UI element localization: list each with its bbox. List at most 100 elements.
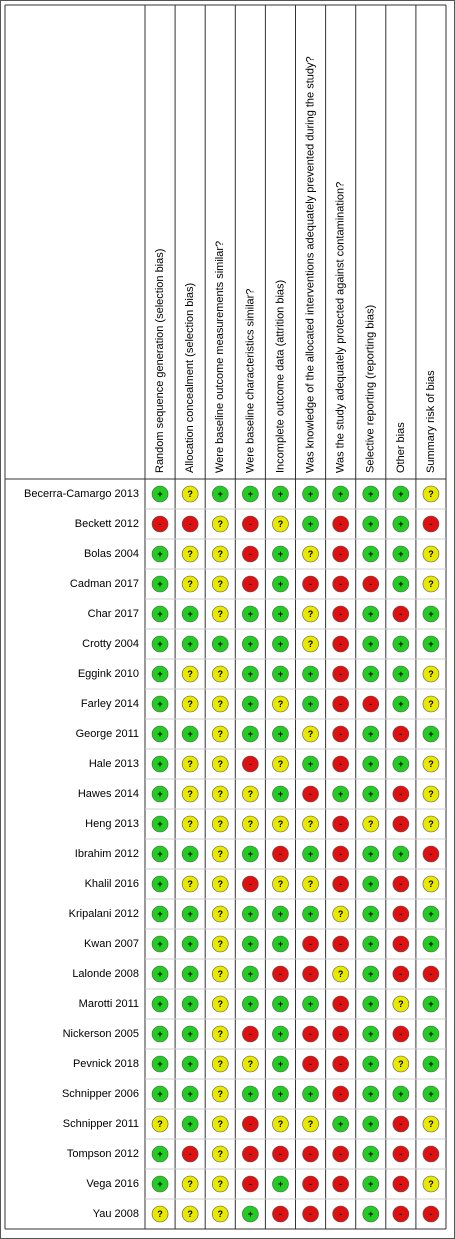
- study-name: Kripalani 2012: [69, 908, 139, 920]
- judgment-dot: [332, 995, 349, 1013]
- judgment-dot: [181, 1115, 199, 1133]
- judgment-symbol: -: [399, 969, 402, 979]
- judgment-symbol: -: [339, 939, 342, 949]
- judgment: +: [151, 575, 169, 593]
- judgment-dot: [392, 635, 410, 653]
- judgment-dot: [272, 1145, 289, 1163]
- judgment-symbol: ?: [278, 699, 284, 709]
- judgment-dot: [211, 845, 229, 863]
- judgment-symbol: ?: [368, 819, 374, 829]
- judgment-dot: [302, 1145, 319, 1163]
- judgment-dot: [272, 575, 289, 593]
- judgment-symbol: +: [188, 1119, 193, 1129]
- judgment-dot: [362, 905, 380, 923]
- judgment-dot: [272, 875, 289, 893]
- judgment: +: [181, 1025, 199, 1043]
- judgment-symbol: +: [428, 939, 433, 949]
- judgment: +: [151, 755, 169, 773]
- judgment-symbol: -: [339, 1089, 342, 1099]
- judgment: +: [392, 515, 410, 533]
- judgment-symbol: +: [308, 1089, 313, 1099]
- judgment-dot: [332, 1145, 349, 1163]
- judgment-dot: [422, 845, 440, 863]
- judgment-symbol: +: [248, 489, 253, 499]
- judgment: +: [362, 965, 380, 983]
- judgment-symbol: +: [368, 669, 373, 679]
- judgment-dot: [392, 1055, 410, 1073]
- judgment-dot: [422, 905, 440, 923]
- judgment-dot: [151, 785, 169, 803]
- judgment-dot: [392, 575, 410, 593]
- judgment: +: [151, 785, 169, 803]
- judgment-symbol: +: [278, 999, 283, 1009]
- judgment-dot: [211, 605, 229, 623]
- judgment-symbol: -: [339, 519, 342, 529]
- judgment: -: [302, 1055, 319, 1073]
- judgment: +: [242, 905, 259, 923]
- judgment-dot: [151, 665, 169, 683]
- judgment: +: [242, 605, 259, 623]
- judgment-symbol: -: [249, 1029, 252, 1039]
- judgment-symbol: ?: [278, 819, 284, 829]
- judgment-symbol: +: [188, 1029, 193, 1039]
- judgment-dot: [302, 665, 319, 683]
- judgment-symbol: +: [157, 909, 162, 919]
- judgment-symbol: -: [189, 519, 192, 529]
- judgment-dot: [211, 935, 229, 953]
- judgment: ?: [422, 575, 440, 593]
- judgment-symbol: +: [368, 849, 373, 859]
- judgment: +: [151, 1175, 169, 1193]
- judgment-symbol: +: [248, 729, 253, 739]
- judgment-symbol: +: [398, 639, 403, 649]
- judgment: -: [272, 845, 289, 863]
- judgment-symbol: +: [278, 549, 283, 559]
- judgment-dot: [151, 485, 169, 503]
- judgment-symbol: -: [339, 699, 342, 709]
- judgment-symbol: -: [399, 819, 402, 829]
- judgment-dot: [242, 605, 259, 623]
- judgment: +: [181, 605, 199, 623]
- judgment-symbol: +: [368, 1029, 373, 1039]
- study-name: Crotty 2004: [82, 638, 139, 650]
- judgment: +: [302, 755, 319, 773]
- judgment-symbol: +: [368, 879, 373, 889]
- judgment-dot: [272, 1025, 289, 1043]
- judgment-symbol: -: [399, 789, 402, 799]
- judgment: +: [362, 605, 380, 623]
- judgment-symbol: ?: [218, 1209, 224, 1219]
- judgment-dot: [392, 875, 410, 893]
- judgment-symbol: +: [278, 909, 283, 919]
- judgment-symbol: -: [249, 549, 252, 559]
- judgment: ?: [362, 815, 380, 833]
- judgment-dot: [211, 815, 229, 833]
- judgment: +: [211, 485, 229, 503]
- judgment-dot: [181, 515, 199, 533]
- judgment-symbol: +: [368, 939, 373, 949]
- judgment-symbol: +: [428, 909, 433, 919]
- judgment: +: [362, 665, 380, 683]
- judgment-dot: [181, 725, 199, 743]
- judgment-dot: [151, 1205, 169, 1223]
- judgment-dot: [151, 1115, 169, 1133]
- judgment-symbol: +: [188, 969, 193, 979]
- judgment-symbol: +: [308, 699, 313, 709]
- judgment: ?: [181, 755, 199, 773]
- judgment-dot: [362, 1115, 380, 1133]
- judgment: +: [181, 635, 199, 653]
- judgment-symbol: +: [157, 1149, 162, 1159]
- judgment-symbol: +: [157, 1059, 162, 1069]
- judgment-dot: [211, 485, 229, 503]
- judgment-symbol: +: [308, 519, 313, 529]
- judgment: +: [242, 935, 259, 953]
- judgment-symbol: +: [308, 849, 313, 859]
- judgment-dot: [151, 1175, 169, 1193]
- judgment: ?: [211, 1115, 229, 1133]
- judgment: ?: [302, 545, 319, 563]
- judgment-symbol: ?: [428, 669, 434, 679]
- judgment: -: [332, 605, 349, 623]
- judgment-symbol: +: [368, 969, 373, 979]
- judgment: -: [181, 515, 199, 533]
- judgment-symbol: ?: [338, 909, 344, 919]
- judgment-dot: [302, 845, 319, 863]
- judgment-symbol: +: [248, 909, 253, 919]
